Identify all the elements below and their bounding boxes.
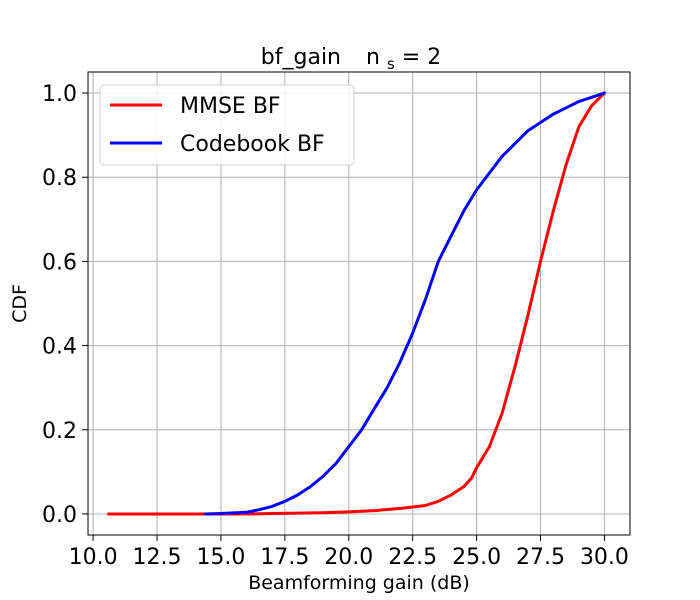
x-tick-label: 27.5 <box>516 545 565 570</box>
y-tick-label: 0.4 <box>42 335 77 360</box>
x-tick-label: 17.5 <box>260 545 309 570</box>
y-tick-label: 0.6 <box>42 250 77 275</box>
series-line-codebook-bf <box>204 91 606 516</box>
legend-label: MMSE BF <box>180 94 281 119</box>
title-ns-sub: s <box>387 55 395 73</box>
series-layer <box>107 91 606 516</box>
ticks: 10.0 12.5 15.0 17.5 20.0 22.5 25.0 27.5 30.0 0.0 0… <box>42 82 629 570</box>
x-axis-label: Beamforming gain (dB) <box>248 572 470 594</box>
legend: MMSE BF Codebook BF <box>99 84 355 166</box>
chart-title: bf_gain n s = 2 <box>261 45 441 75</box>
x-tick-label: 10.0 <box>69 545 118 570</box>
y-tick-label: 1.0 <box>42 82 77 107</box>
plot-frame <box>87 71 631 536</box>
y-tick-label: 0.2 <box>42 419 77 444</box>
x-tick-label: 22.5 <box>388 545 437 570</box>
y-axis-label: CDF <box>9 284 31 323</box>
x-tick-label: 15.0 <box>196 545 245 570</box>
series-line-mmse-bf <box>107 91 606 516</box>
title-main: bf_gain <box>261 45 341 70</box>
x-tick-label: 30.0 <box>580 545 629 570</box>
title-ns-base: n <box>366 45 380 70</box>
title-ns-rest: = 2 <box>402 45 441 70</box>
y-tick-label: 0.8 <box>42 166 77 191</box>
legend-label: Codebook BF <box>180 132 325 157</box>
x-tick-label: 25.0 <box>452 545 501 570</box>
legend-box <box>99 84 355 166</box>
x-tick-label: 20.0 <box>324 545 373 570</box>
x-tick-label: 12.5 <box>133 545 182 570</box>
y-tick-label: 0.0 <box>42 503 77 528</box>
